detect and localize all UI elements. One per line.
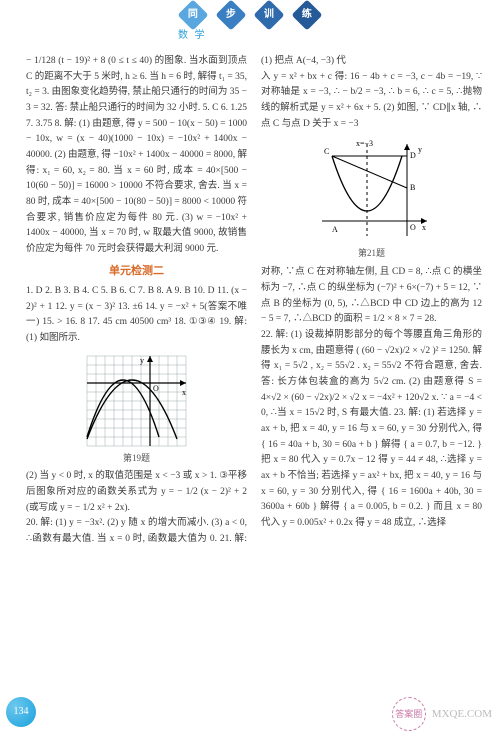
watermark: 答案圈 MXQE.COM (392, 697, 492, 731)
y-label: y (140, 356, 144, 365)
figure-19-label: 第19题 (26, 451, 247, 466)
section-title-unit-test-2: 单元检测二 (26, 262, 247, 280)
C-label: C (324, 147, 329, 156)
subject-label: 数 学 (178, 28, 207, 45)
axis-note: x=−3 (356, 139, 373, 148)
right-para-2: 对称, ∵点 C 在对称轴左侧, 且 CD = 8, ∴点 C 的横坐标为 −7… (261, 265, 482, 328)
right-para-1: 入 y = x² + bx + c 得: 16 − 4b + c = −3, c… (261, 70, 482, 133)
plot-19-svg: O x y (82, 351, 192, 451)
left-para-3: (2) 当 y < 0 时, x 的取值范围是 x < −3 或 x > 1. … (26, 469, 247, 516)
figure-21-label: 第21题 (261, 246, 482, 261)
D-label: D (410, 151, 416, 160)
left-para-1: − 1/128 (t − 19)² + 8 (0 ≤ t ≤ 40) 的图象. … (26, 54, 247, 258)
left-para-2: 1. D 2. B 3. B 4. C 5. B 6. C 7. B 8. A … (26, 284, 247, 347)
tab-1: 同 (177, 0, 208, 31)
A-label: A (332, 225, 338, 234)
x-label: x (182, 388, 186, 397)
content-columns: − 1/128 (t − 19)² + 8 (0 ≤ t ≤ 40) 的图象. … (26, 54, 482, 697)
page-number-badge: 134 (6, 697, 36, 727)
y-label-21: y (418, 145, 422, 154)
figure-19: O x y 第19题 (26, 351, 247, 466)
tab-4: 练 (291, 0, 322, 31)
tab-3: 训 (253, 0, 284, 31)
header-tabs: 同 步 训 练 (182, 4, 318, 26)
watermark-site: MXQE.COM (432, 705, 492, 723)
figure-21: x=−3 y x O C D B A 第21题 (261, 136, 482, 261)
right-para-3: 22. 解: (1) 设裁掉阴影部分的每个等腰直角三角形的腰长为 x cm, 由… (261, 328, 482, 532)
watermark-circle: 答案圈 (392, 697, 426, 731)
tab-2: 步 (215, 0, 246, 31)
origin-label: O (153, 384, 159, 393)
plot-21-svg: x=−3 y x O C D B A (312, 136, 432, 246)
x-label-21: x (422, 223, 426, 232)
B-label: B (410, 183, 415, 192)
O-label-21: O (410, 223, 416, 232)
